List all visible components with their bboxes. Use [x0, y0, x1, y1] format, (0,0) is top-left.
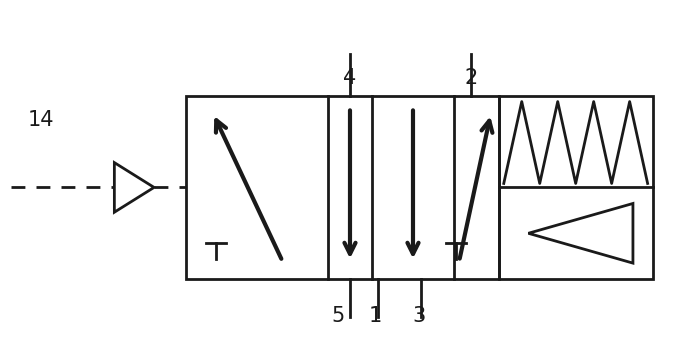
Bar — [186, 96, 499, 279]
Text: 3: 3 — [413, 306, 426, 326]
Text: 1: 1 — [369, 306, 383, 326]
Text: 4: 4 — [343, 68, 357, 88]
Bar — [499, 96, 653, 279]
Text: 5: 5 — [332, 306, 345, 326]
Text: 2: 2 — [464, 68, 477, 88]
Text: 14: 14 — [27, 111, 54, 131]
